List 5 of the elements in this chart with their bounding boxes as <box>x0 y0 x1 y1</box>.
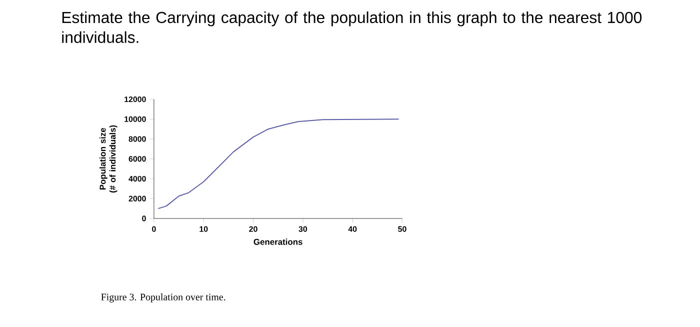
chart-title: Estimate the Carrying capacity of the population in this graph to the nearest 1000 individuals. <box>62 12 642 44</box>
line-series <box>158 118 400 210</box>
x-axis-title: Generations <box>254 238 302 246</box>
caption: Figure 3. Population over time. <box>101 294 226 303</box>
y-axis-title: Population size (# of individuals) <box>99 125 118 193</box>
